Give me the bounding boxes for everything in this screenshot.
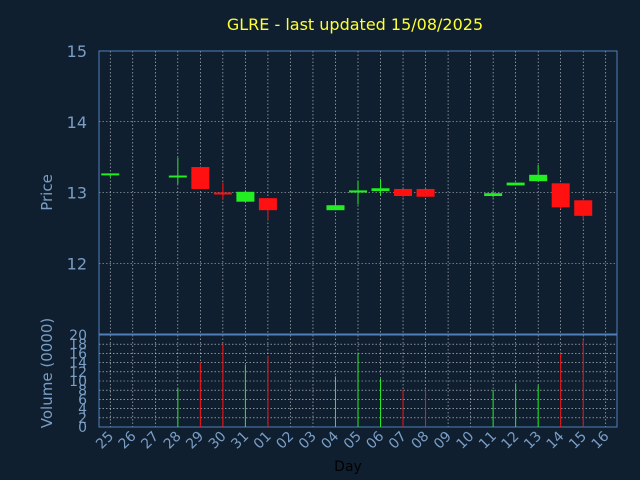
volume-tick-label: 6 [78,392,87,408]
day-tick-label: 25 [93,429,117,453]
candle-body [326,205,345,211]
candle-body [574,200,593,216]
volume-tick-label: 8 [78,383,87,399]
candle-body [484,193,503,197]
day-tick-label: 15 [566,429,590,453]
day-tick-label: 27 [138,429,162,453]
day-tick-label: 11 [476,429,500,453]
day-tick-label: 16 [589,428,613,452]
day-tick-label: 14 [544,428,568,452]
candle-body [529,174,548,182]
price-tick-label: 14 [67,113,87,132]
day-tick-label: 06 [363,428,387,452]
volume-tick-label: 16 [69,346,87,362]
chart-title: GLRE - last updated 15/08/2025 [227,15,483,34]
candle-body [416,188,435,197]
volume-tick-label: 18 [69,337,87,353]
day-tick-label: 05 [341,429,365,453]
price-axis-label: Price [38,174,56,211]
day-axis-label: Day [334,459,362,475]
volume-tick-label: 4 [78,402,87,418]
candle-body [191,167,210,189]
volume-axis-label: Volume (0000) [38,318,56,428]
day-tick-label: 12 [499,429,523,453]
candle-body [168,175,187,178]
price-tick-label: 15 [67,42,87,61]
candle-body [258,198,277,211]
day-tick-label: 10 [454,429,478,453]
candle-body [348,190,368,193]
candles [101,157,593,221]
candle-body [213,192,232,195]
day-tick-label: 03 [296,429,320,453]
candle-body [236,191,255,202]
volume-tick-label: 0 [78,420,87,436]
day-tick-label: 30 [206,429,230,453]
volume-tick-label: 12 [69,365,87,381]
day-tick-label: 01 [251,429,275,453]
volume-tick-label: 20 [69,328,87,344]
day-tick-label: 31 [228,429,252,453]
candle-body [551,183,570,208]
day-tick-label: 09 [431,429,455,453]
day-tick-label: 13 [521,429,545,453]
volume-bars [177,339,584,427]
price-tick-labels: 12 13 14 15 [67,42,87,273]
candle-body [371,188,390,192]
day-tick-label: 04 [318,428,342,452]
price-tick-label: 13 [67,184,87,203]
volume-tick-label: 2 [78,411,87,427]
candle-body [394,188,413,197]
candle-body [506,182,525,186]
volume-tick-label: 10 [69,374,87,390]
day-tick-label: 29 [183,429,207,453]
price-tick-label: 12 [67,254,87,273]
day-tick-label: 26 [116,428,140,452]
price-frame-rect [98,50,618,335]
day-tick-labels: 2526272829303101020304050607080910111213… [93,428,612,452]
candle-body [101,173,120,176]
day-tick-label: 07 [386,429,410,453]
day-tick-label: 08 [408,429,432,453]
price-panel-frame [98,50,618,335]
day-tick-label: 28 [161,429,185,453]
volume-tick-label: 14 [69,356,87,372]
day-tick-label: 02 [273,429,297,453]
